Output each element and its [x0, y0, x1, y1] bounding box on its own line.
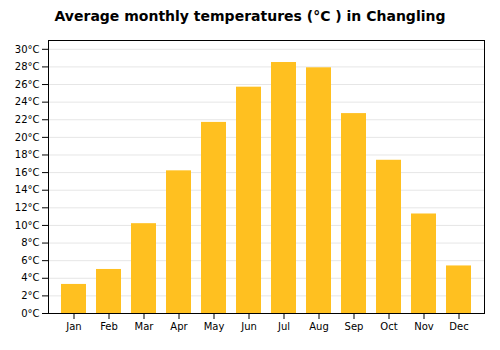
html-text:Average monthly temperatures (: Average monthly temperatures (°C ) in Ch… [54, 8, 446, 24]
svg-text:28°C: 28°C [15, 61, 40, 72]
svg-text:0°C: 0°C [21, 308, 39, 319]
svg-text:30°C: 30°C [15, 44, 40, 55]
svg-text:Jun: Jun [240, 321, 257, 332]
svg-text:22°C: 22°C [15, 114, 40, 125]
svg-text:Mar: Mar [135, 321, 155, 332]
svg-text:10°C: 10°C [15, 220, 40, 231]
svg-text:2°C: 2°C [21, 290, 39, 301]
svg-text:4°C: 4°C [21, 272, 39, 283]
svg-text:Jan: Jan [65, 321, 81, 332]
svg-text:Apr: Apr [170, 321, 188, 332]
svg-text:26°C: 26°C [15, 79, 40, 90]
svg-text:Aug: Aug [309, 321, 329, 332]
svg-text:18°C: 18°C [15, 149, 40, 160]
svg-text:16°C: 16°C [15, 167, 40, 178]
svg-text:Oct: Oct [380, 321, 397, 332]
svg-text:12°C: 12°C [15, 202, 40, 213]
svg-text:20°C: 20°C [15, 132, 40, 143]
svg-text:8°C: 8°C [21, 237, 39, 248]
svg-text:Feb: Feb [100, 321, 118, 332]
svg-text:6°C: 6°C [21, 255, 39, 266]
svg-text:Nov: Nov [414, 321, 434, 332]
svg-text:14°C: 14°C [15, 184, 40, 195]
svg-text:Sep: Sep [345, 321, 364, 332]
svg-text:24°C: 24°C [15, 96, 40, 107]
svg-text:May: May [204, 321, 225, 332]
svg-text:Jul: Jul [277, 321, 290, 332]
svg-text:Dec: Dec [449, 321, 468, 332]
